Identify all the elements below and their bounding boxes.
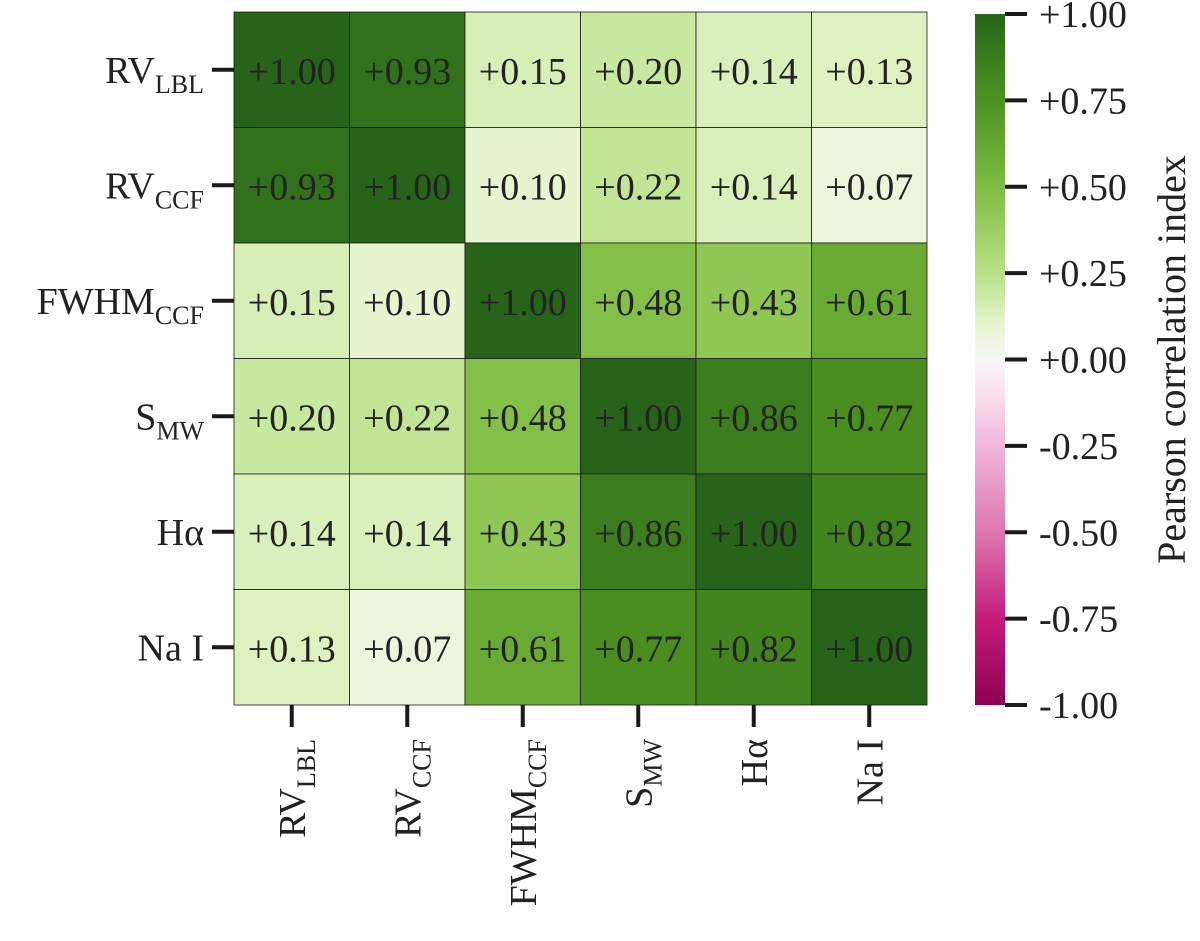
cell-value-label: +0.61 — [825, 282, 913, 324]
cell-value-label: +0.20 — [248, 397, 336, 439]
heatmap-cell — [233, 589, 350, 706]
heatmap-cell — [811, 11, 928, 128]
cell-value-label: +1.00 — [248, 51, 336, 93]
y-tick-label: RVLBL — [105, 50, 204, 99]
cell-value-label: +0.22 — [363, 397, 451, 439]
cell-value-label: +0.86 — [710, 397, 798, 439]
colorbar-ticks: +1.00 +0.75 +0.50 +0.25 +0.00 -0.25 -0.50 -0.75… — [1005, 0, 1127, 727]
cell-value-label: +0.10 — [479, 166, 567, 208]
heatmap-cell — [695, 589, 812, 706]
cell-value-label: +1.00 — [594, 397, 682, 439]
cell-value-label: +0.14 — [710, 51, 798, 93]
x-tick-label: Hα — [734, 739, 776, 786]
heatmap-cell — [580, 473, 697, 590]
colorbar-label: Pearson correlation index — [1149, 155, 1194, 564]
cell-value-label: +0.61 — [479, 628, 567, 670]
heatmap-cell — [580, 11, 697, 128]
cell-value-label: +0.14 — [363, 513, 451, 555]
heatmap-cell — [464, 473, 581, 590]
colorbar-tick-label: +0.50 — [1039, 167, 1127, 209]
y-tick-label: Hα — [157, 512, 204, 554]
cell-value-label: +0.14 — [710, 166, 798, 208]
cell-value-label: +0.14 — [248, 513, 336, 555]
cell-value-label: +0.07 — [825, 166, 913, 208]
x-tick-label: FWHMCCF — [503, 739, 552, 906]
heatmap-cell — [464, 242, 581, 359]
cell-value-label: +0.15 — [479, 51, 567, 93]
heatmap-cell — [464, 358, 581, 475]
heatmap-cell — [695, 242, 812, 359]
colorbar-tick-label: -0.25 — [1039, 426, 1118, 468]
cell-value-label: +0.82 — [710, 628, 798, 670]
heatmap-cell — [811, 242, 928, 359]
heatmap-cell — [580, 358, 697, 475]
heatmap-cell — [349, 242, 466, 359]
y-axis: RVLBL RVCCF FWHMCCF SMW Hα Na I — [37, 50, 234, 669]
heatmap-cell — [580, 127, 697, 244]
heatmap-cell — [464, 11, 581, 128]
y-tick-label: SMW — [135, 396, 204, 445]
heatmap-cells — [233, 11, 928, 706]
colorbar-tick-label: +0.00 — [1039, 340, 1127, 382]
y-tick-label: FWHMCCF — [37, 281, 204, 330]
cell-value-label: +0.86 — [594, 513, 682, 555]
colorbar-tick-label: +0.25 — [1039, 253, 1127, 295]
heatmap-cell — [811, 358, 928, 475]
cell-value-label: +1.00 — [479, 282, 567, 324]
heatmap-cell — [695, 11, 812, 128]
cell-value-label: +1.00 — [710, 513, 798, 555]
cell-value-label: +0.07 — [363, 628, 451, 670]
cell-value-label: +0.20 — [594, 51, 682, 93]
cell-value-label: +1.00 — [363, 166, 451, 208]
heatmap-cell — [233, 473, 350, 590]
cell-value-label: +1.00 — [825, 628, 913, 670]
cell-value-label: +0.13 — [248, 628, 336, 670]
heatmap-cell — [580, 589, 697, 706]
cell-value-label: +0.48 — [594, 282, 682, 324]
cell-value-label: +0.15 — [248, 282, 336, 324]
cell-value-label: +0.48 — [479, 397, 567, 439]
colorbar-tick-label: +1.00 — [1039, 0, 1127, 36]
heatmap-cell — [811, 589, 928, 706]
heatmap-cell — [233, 11, 350, 128]
colorbar-tick-label: +0.75 — [1039, 80, 1127, 122]
y-tick-label: RVCCF — [105, 165, 204, 214]
heatmap-cell — [349, 127, 466, 244]
cell-value-label: +0.93 — [363, 51, 451, 93]
colorbar-gradient — [975, 14, 1005, 705]
heatmap-cell — [580, 242, 697, 359]
x-axis: RVLBL RVCCF FWHMCCF SMW Hα Na I — [272, 705, 891, 906]
heatmap-cell — [695, 473, 812, 590]
colorbar-tick-label: -0.50 — [1039, 512, 1118, 554]
cell-value-label: +0.22 — [594, 166, 682, 208]
x-tick-label: SMW — [618, 739, 667, 808]
heatmap-cell — [811, 127, 928, 244]
colorbar-tick-label: -0.75 — [1039, 599, 1118, 641]
cell-value-label: +0.77 — [594, 628, 682, 670]
heatmap-cell — [349, 358, 466, 475]
colorbar-tick-label: -1.00 — [1039, 685, 1118, 727]
cell-value-label: +0.10 — [363, 282, 451, 324]
cell-value-label: +0.93 — [248, 166, 336, 208]
cell-value-label: +0.82 — [825, 513, 913, 555]
heatmap-cell — [695, 358, 812, 475]
cell-value-label: +0.13 — [825, 51, 913, 93]
x-tick-label: RVLBL — [272, 739, 321, 838]
heatmap-cell — [349, 11, 466, 128]
cell-value-label: +0.77 — [825, 397, 913, 439]
cell-value-label: +0.43 — [479, 513, 567, 555]
x-tick-label: RVCCF — [387, 739, 436, 838]
heatmap-cell — [233, 358, 350, 475]
colorbar: +1.00 +0.75 +0.50 +0.25 +0.00 -0.25 -0.50 -0.75… — [975, 0, 1194, 727]
cell-value-label: +0.43 — [710, 282, 798, 324]
heatmap-cell — [233, 242, 350, 359]
x-tick-label: Na I — [849, 739, 891, 805]
heatmap-cell-labels: +1.00 +0.93 +0.15 +0.20 +0.14 +0.13 +0.93 +1.00… — [248, 51, 913, 671]
heatmap-cell — [233, 127, 350, 244]
heatmap-cell — [811, 473, 928, 590]
y-tick-label: Na I — [138, 627, 204, 669]
